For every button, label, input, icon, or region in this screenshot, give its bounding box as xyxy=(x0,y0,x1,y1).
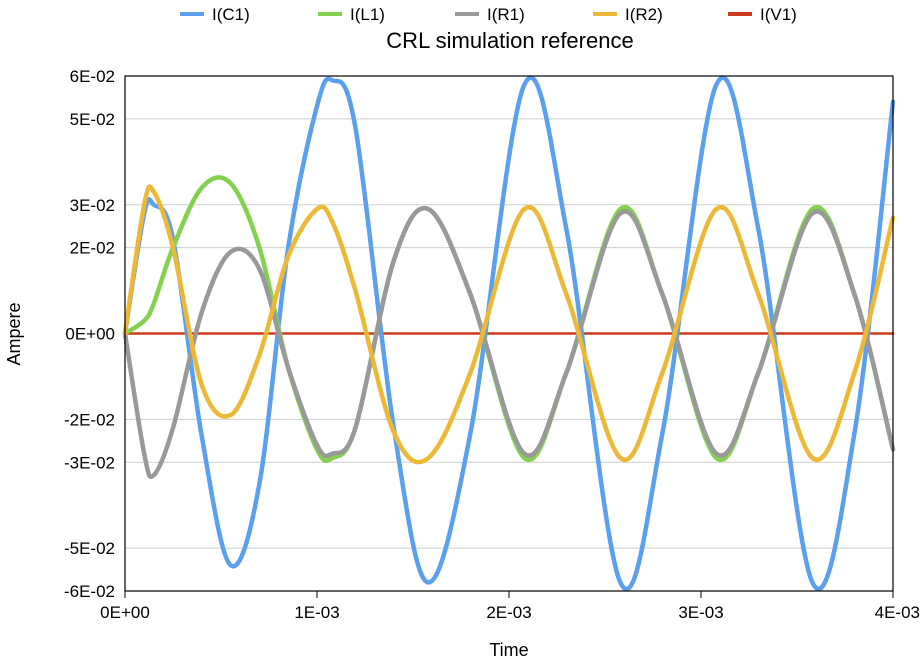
y-tick-label: -6E-02 xyxy=(64,582,115,601)
y-tick-label: 2E-02 xyxy=(70,239,115,258)
y-tick-label: 6E-02 xyxy=(70,67,115,86)
y-tick-label: 3E-02 xyxy=(70,196,115,215)
series-line-ir2 xyxy=(122,184,896,465)
legend-label: I(R1) xyxy=(487,5,525,24)
legend-label: I(R2) xyxy=(625,5,663,24)
x-axis-title: Time xyxy=(489,640,528,660)
legend-entry: I(C1) xyxy=(180,5,250,24)
legend-entry: I(V1) xyxy=(728,5,797,24)
y-tick-label: -3E-02 xyxy=(64,453,115,472)
x-tick-label: 0E+00 xyxy=(100,603,150,622)
series-layer xyxy=(122,75,896,592)
chart-title: CRL simulation reference xyxy=(386,28,633,53)
legend-entry: I(L1) xyxy=(318,5,385,24)
legend: I(C1) I(L1) I(R1) I(R2) I(V1) xyxy=(180,5,797,24)
x-tick-label: 4E-03 xyxy=(875,603,920,622)
series-line-ir1 xyxy=(122,205,896,480)
series-line-ic1 xyxy=(122,75,896,592)
y-axis-ticks: 6E-02 5E-02 3E-02 2E-02 0E+00 -2E-02 -3E-02 -5E… xyxy=(64,67,115,601)
legend-entry: I(R2) xyxy=(593,5,663,24)
x-tick-label: 1E-03 xyxy=(294,603,339,622)
y-tick-label: 0E+00 xyxy=(65,325,115,344)
x-axis-ticks: 0E+00 1E-03 2E-03 3E-03 4E-03 xyxy=(100,591,920,622)
y-tick-label: -5E-02 xyxy=(64,539,115,558)
legend-label: I(C1) xyxy=(212,5,250,24)
y-tick-label: 5E-02 xyxy=(70,110,115,129)
legend-entry: I(R1) xyxy=(455,5,525,24)
x-tick-label: 2E-03 xyxy=(486,603,531,622)
y-axis-title: Ampere xyxy=(4,302,24,365)
legend-label: I(V1) xyxy=(760,5,797,24)
y-tick-label: -2E-02 xyxy=(64,410,115,429)
x-tick-label: 3E-03 xyxy=(678,603,723,622)
legend-label: I(L1) xyxy=(350,5,385,24)
